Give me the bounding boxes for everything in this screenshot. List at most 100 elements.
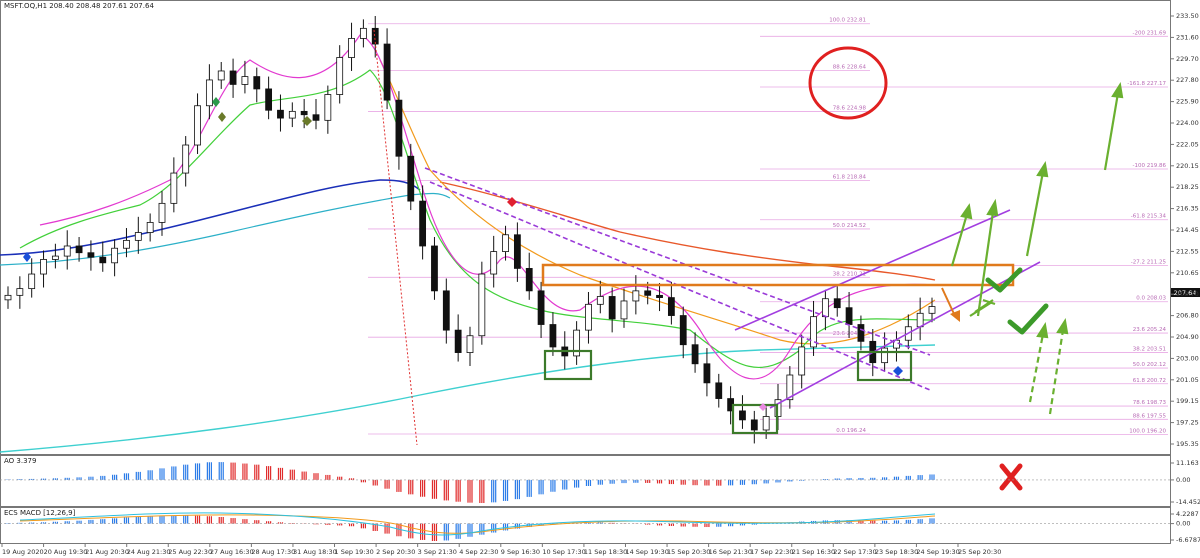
- support-box-left: [543, 349, 593, 381]
- candle: [573, 321, 581, 365]
- fib-level-label: 78.6 198.73: [1133, 400, 1167, 406]
- time-tick-label: 23 Sep 18:30: [875, 548, 918, 556]
- candle: [620, 288, 628, 328]
- macd-y-axis: 4.2287 0.00 -6.6787: [1170, 510, 1200, 544]
- candle: [407, 143, 415, 211]
- candle: [359, 19, 367, 48]
- candle: [857, 315, 865, 351]
- orange-arrow-head: [950, 310, 960, 322]
- candle: [383, 28, 391, 110]
- red-cross-icon: [999, 463, 1023, 491]
- red-circle-target: [808, 46, 888, 120]
- candle: [288, 102, 296, 128]
- candle: [632, 275, 640, 315]
- fib-level-label: 100.0 196.20: [1129, 428, 1166, 434]
- ao-histogram: [0, 462, 1170, 503]
- pink-diamond-marker: [759, 403, 767, 411]
- ao-panel-frame: [0, 455, 1171, 507]
- fib-level-label: 50.0 202.12: [1133, 362, 1166, 368]
- time-tick-label: 24 Aug 21:30: [127, 548, 171, 556]
- symbol-header: MSFT.OQ,H1 208.40 208.48 207.61 207.64: [4, 2, 154, 10]
- candle: [525, 252, 533, 300]
- fib-level-label: 88.6 197.55: [1133, 413, 1167, 419]
- resistance-zone-box: [541, 263, 1015, 287]
- candle: [182, 136, 190, 187]
- fib-level-label: 50.0 214.52: [833, 223, 866, 229]
- price-tick-label: 210.65: [1176, 269, 1199, 277]
- candle: [75, 237, 83, 262]
- ma-long-cyan: [0, 344, 936, 453]
- candle: [691, 332, 699, 373]
- support-box-bottom: [731, 403, 779, 435]
- price-tick-label: 225.90: [1176, 98, 1199, 106]
- candle: [371, 16, 379, 58]
- price-tick-label: 216.35: [1176, 205, 1199, 213]
- blue-diamond-marker: [893, 366, 903, 376]
- candle: [277, 94, 284, 132]
- price-tick-label: 204.90: [1176, 333, 1199, 341]
- candlestick-series: [4, 16, 936, 444]
- fib-level-label: -61.8 215.34: [1131, 214, 1167, 220]
- time-tick-label: 22 Sep 17:30: [833, 548, 876, 556]
- time-tick-label: 4 Sep 22:30: [459, 548, 498, 556]
- green-arrows-dashed: [1028, 317, 1069, 415]
- fib-level-label: 100.0 232.81: [829, 18, 866, 24]
- ma-blue: [0, 179, 421, 256]
- fib-level-label: -100 219.86: [1133, 163, 1167, 169]
- candle: [549, 312, 557, 356]
- time-tick-label: 25 Aug 22:30: [168, 548, 212, 556]
- candle: [300, 99, 308, 129]
- candle: [821, 289, 829, 331]
- time-tick-label: 24 Sep 19:30: [916, 548, 959, 556]
- green-checkmark-icon: [985, 267, 1023, 293]
- fib-level-label: -200 231.69: [1133, 30, 1167, 36]
- time-tick-label: 1 Sep 19:30: [335, 548, 374, 556]
- time-tick-label: 17 Sep 22:30: [750, 548, 793, 556]
- candle: [537, 281, 545, 338]
- price-tick-label: 220.15: [1176, 162, 1199, 170]
- price-tick-label: 201.05: [1176, 376, 1199, 384]
- price-tick-label: 212.55: [1176, 247, 1199, 255]
- ma-orange-red: [439, 181, 936, 281]
- candle: [28, 258, 36, 298]
- candle: [893, 331, 900, 362]
- candle: [513, 222, 521, 282]
- candle: [739, 395, 746, 429]
- time-tick-label: 28 Aug 17:30: [251, 548, 295, 556]
- candle: [502, 225, 509, 261]
- fibonacci-retracement-left: 100.0 232.81 88.6 228.64 78.6 224.98 61.8 2…: [368, 18, 870, 435]
- macd-panel-label: ECS MACD [12,26,9]: [4, 509, 76, 517]
- candle: [253, 67, 261, 103]
- time-tick-label: 31 Aug 18:30: [293, 548, 337, 556]
- fib-level-label: 23.6 204.87: [833, 331, 867, 337]
- candle: [916, 297, 924, 341]
- time-tick-label: 27 Aug 16:30: [210, 548, 254, 556]
- price-tick-label: 224.00: [1176, 119, 1199, 127]
- indicator-tick-label: 4.2287: [1176, 510, 1199, 518]
- green-diamond-marker: [212, 97, 220, 107]
- candle: [217, 61, 225, 89]
- time-tick-label: 14 Sep 19:30: [625, 548, 668, 556]
- fib-level-label: 0.0 196.24: [836, 428, 866, 434]
- ma-orange: [379, 59, 936, 345]
- candle: [608, 287, 616, 333]
- orange-arrow-line: [941, 287, 956, 317]
- candle: [99, 241, 107, 272]
- price-tick-label: 203.00: [1176, 354, 1199, 362]
- fib-level-label: 0.0 208.03: [1136, 296, 1166, 302]
- ao-panel-label: AO 3.379: [4, 457, 36, 465]
- fibonacci-retracement-right: -200 231.69 -161.8 227.17 -100 219.86 -61.8…: [760, 30, 1168, 435]
- purple-dashed-channel-upper: [424, 167, 931, 356]
- fib-level-label: 78.6 224.98: [833, 106, 867, 112]
- fib-level-label: 38.2 210.21: [833, 271, 866, 277]
- candle: [146, 213, 154, 242]
- candle: [51, 243, 59, 269]
- fib-level-label: 61.8 218.84: [833, 174, 867, 180]
- time-tick-label: 16 Sep 21:30: [709, 548, 752, 556]
- candle: [656, 283, 663, 312]
- current-price-box: [1171, 288, 1200, 297]
- candle: [395, 91, 403, 170]
- time-tick-label: 21 Sep 16:30: [792, 548, 835, 556]
